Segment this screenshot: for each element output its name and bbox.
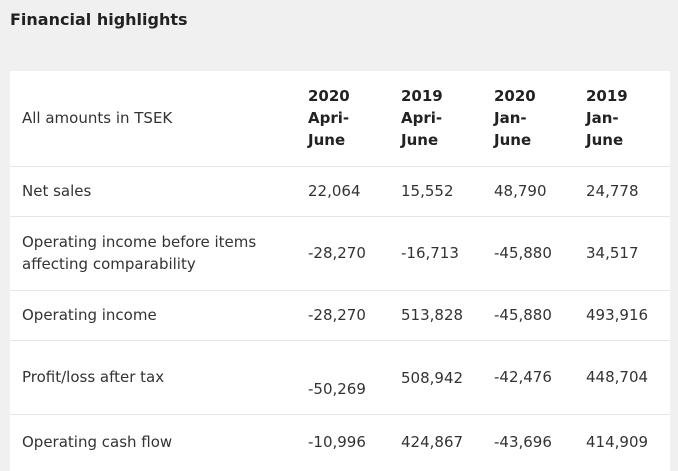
table-row-operating-income: Operating income -28,270 513,828 -45,880… — [10, 290, 670, 341]
row-label: Net sales — [10, 166, 300, 217]
table-cell: 24,778 — [578, 166, 670, 217]
column-header-2020-jan-jun: 2020 Jan- June — [486, 71, 578, 167]
unit-label: All amounts in TSEK — [10, 71, 300, 167]
table-cell: 15,552 — [393, 166, 486, 217]
financial-highlights-table: All amounts in TSEK 2020 Apri- June 2019… — [10, 71, 670, 470]
table-cell: 513,828 — [393, 290, 486, 341]
table-cell: 48,790 — [486, 166, 578, 217]
table-cell: 424,867 — [401, 433, 464, 452]
table-row-operating-income-before-items: Operating income before items affecting … — [10, 216, 670, 291]
table-cell: 493,916 — [578, 290, 670, 341]
page-title: Financial highlights — [10, 10, 188, 29]
table-cell: 448,704 — [578, 340, 670, 415]
table-cell: -28,270 — [300, 216, 393, 291]
table-cell: 22,064 — [300, 166, 393, 217]
row-label: Operating income — [10, 290, 300, 341]
financial-table-card: All amounts in TSEK 2020 Apri- June 2019… — [10, 71, 670, 471]
table-cell: 508,942 — [393, 340, 486, 415]
table-cell: 414,909 — [586, 433, 649, 452]
table-cell: -45,880 — [486, 290, 578, 341]
row-label: Operating cash flow — [22, 433, 173, 452]
column-header-2019-jan-jun: 2019 Jan- June — [578, 71, 670, 167]
column-header-2020-apr-jun: 2020 Apri- June — [300, 71, 393, 167]
row-label: Operating income before items affecting … — [10, 216, 300, 291]
table-cell: -28,270 — [300, 290, 393, 341]
table-cell: -10,996 — [308, 433, 366, 452]
table-cell: -43,696 — [494, 433, 552, 452]
table-row-profit-loss-after-tax: Profit/loss after tax -50,269 508,942 -4… — [10, 340, 670, 415]
table-cell: -50,269 — [300, 340, 393, 415]
table-row-net-sales: Net sales 22,064 15,552 48,790 24,778 — [10, 166, 670, 217]
table-row-operating-cash-flow: Operating cash flow -10,996 424,867 -43,… — [10, 414, 670, 470]
row-label: Profit/loss after tax — [10, 340, 300, 415]
table-header-row: All amounts in TSEK 2020 Apri- June 2019… — [10, 71, 670, 167]
table-cell: 34,517 — [578, 216, 670, 291]
table-cell: -16,713 — [393, 216, 486, 291]
column-header-2019-apr-jun: 2019 Apri- June — [393, 71, 486, 167]
table-cell: -42,476 — [486, 340, 578, 415]
table-cell: -45,880 — [486, 216, 578, 291]
